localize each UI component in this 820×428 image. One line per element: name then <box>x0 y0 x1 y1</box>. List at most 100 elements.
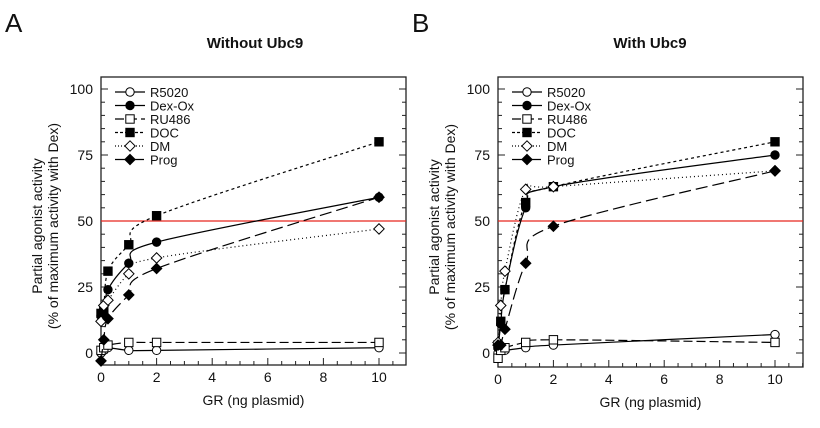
legend-marker <box>522 127 532 138</box>
series-dex-ox <box>96 192 384 321</box>
data-point <box>521 337 531 348</box>
series-line <box>497 333 776 354</box>
data-point <box>499 323 511 336</box>
x-tick-label: 4 <box>605 371 613 387</box>
series-ru486 <box>493 335 780 363</box>
series-line <box>100 347 380 354</box>
legend-label: Dex-Ox <box>547 99 592 114</box>
legend-label: DOC <box>150 126 179 141</box>
legend-label: R5020 <box>150 85 188 100</box>
data-point <box>770 329 780 340</box>
data-point <box>151 337 162 348</box>
data-point <box>770 337 780 348</box>
x-tick-label: 2 <box>550 371 558 387</box>
data-point <box>769 164 781 177</box>
legend-label: Dex-Ox <box>150 99 195 114</box>
data-point <box>500 284 510 295</box>
series-prog <box>492 164 781 351</box>
data-point <box>494 339 507 351</box>
data-point <box>124 337 134 348</box>
y-axis-label: Partial agonist activity <box>29 158 45 293</box>
legend-label: R5020 <box>547 85 585 100</box>
data-point <box>547 220 560 233</box>
data-point <box>496 316 506 327</box>
data-point <box>373 223 385 235</box>
data-point <box>150 252 163 264</box>
data-point <box>547 180 560 193</box>
legend-label: RU486 <box>150 112 190 127</box>
series-line <box>497 141 776 346</box>
data-point <box>150 262 163 275</box>
data-point <box>521 197 531 208</box>
y-tick-label: 50 <box>474 213 490 229</box>
data-point <box>548 335 559 345</box>
y-tick-label: 0 <box>85 345 93 361</box>
y-tick-label: 75 <box>77 147 93 163</box>
legend-marker <box>124 153 136 166</box>
series-line <box>497 154 776 348</box>
x-tick-label: 6 <box>660 371 668 387</box>
series-prog <box>95 191 385 367</box>
legend-marker <box>124 140 136 152</box>
series-ru486 <box>96 337 384 356</box>
data-point <box>151 345 162 356</box>
x-tick-label: 2 <box>153 369 161 385</box>
legend-label: DM <box>547 139 567 154</box>
data-point <box>770 150 780 160</box>
legend-marker <box>521 153 533 166</box>
x-tick-label: 10 <box>767 371 783 387</box>
data-point <box>122 289 135 301</box>
x-tick-label: 0 <box>97 369 105 385</box>
panel-title: Without Ubc9 <box>207 35 304 52</box>
data-point <box>151 237 162 247</box>
data-point <box>519 257 532 270</box>
y-axis-label-secondary: (% of maximum activity with Dex) <box>442 124 458 330</box>
x-axis-label: GR (ng plasmid) <box>600 394 702 410</box>
series-line <box>100 228 380 322</box>
series-dm <box>492 164 781 349</box>
data-point <box>493 353 503 363</box>
panel-letter: A <box>5 8 23 38</box>
x-tick-label: 4 <box>208 369 216 385</box>
panel-letter: B <box>412 8 429 38</box>
data-point <box>770 137 780 147</box>
x-tick-label: 6 <box>264 369 272 385</box>
x-tick-label: 8 <box>716 371 724 387</box>
data-point <box>499 265 511 278</box>
data-point <box>102 312 114 325</box>
x-tick-label: 8 <box>320 369 328 385</box>
x-tick-label: 10 <box>371 369 387 385</box>
legend-marker <box>522 114 532 124</box>
data-point <box>494 299 507 312</box>
data-point <box>519 183 532 196</box>
series-line <box>497 170 776 347</box>
data-point <box>374 137 384 147</box>
legend-marker <box>125 100 135 111</box>
data-point <box>95 355 107 367</box>
y-tick-label: 25 <box>474 279 490 295</box>
series-doc <box>96 137 384 319</box>
y-axis-label: Partial agonist activity <box>426 159 442 294</box>
series-r5020 <box>493 329 780 358</box>
series-line <box>497 339 776 359</box>
legend-label: Prog <box>547 153 574 168</box>
legend-marker <box>521 140 533 152</box>
data-point <box>124 258 134 268</box>
data-point <box>103 266 113 276</box>
y-tick-label: 100 <box>467 81 491 97</box>
series-dex-ox <box>493 150 780 353</box>
panel-a: A Without Ubc9 0 25 50 75 100 0 2 4 6 8 10 GR (ng pla… <box>5 8 407 408</box>
series-line <box>100 141 380 316</box>
y-axis-label-secondary: (% of maximum activity with Dex) <box>45 123 61 329</box>
data-point <box>97 333 110 346</box>
legend-label: DM <box>150 139 170 154</box>
legend-label: RU486 <box>547 112 587 127</box>
y-tick-label: 75 <box>474 147 490 163</box>
data-point <box>124 240 134 250</box>
y-tick-label: 25 <box>77 279 93 295</box>
legend-marker <box>125 87 135 97</box>
data-point <box>124 345 134 356</box>
series-doc <box>493 137 780 350</box>
series-r5020 <box>96 343 384 358</box>
